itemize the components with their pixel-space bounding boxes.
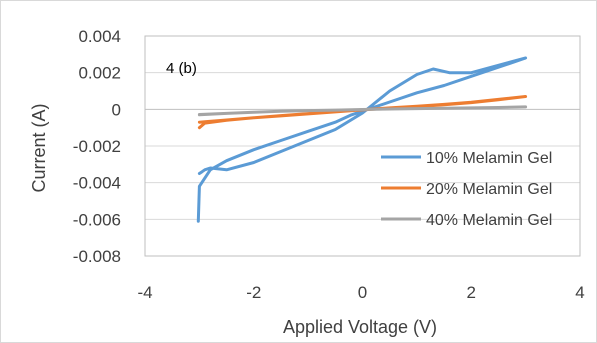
y-axis-title: Current (A) [29, 103, 49, 192]
legend-label: 20% Melamin Gel [426, 181, 552, 198]
x-tick-label: 4 [575, 283, 584, 302]
y-tick-label: 0.004 [78, 27, 121, 46]
x-tick-label: 2 [467, 283, 476, 302]
series-line-1 [196, 56, 528, 223]
series-line-2 [197, 95, 528, 130]
y-tick-label: -0.006 [73, 210, 121, 229]
legend-label: 10% Melamin Gel [426, 150, 552, 167]
y-tick-label: -0.004 [73, 174, 121, 193]
y-tick-label: 0.002 [78, 64, 121, 83]
panel-annotation: 4 (b) [166, 60, 197, 77]
y-tick-label: -0.002 [73, 137, 121, 156]
x-tick-label: -4 [137, 283, 152, 302]
legend: 10% Melamin Gel 20% Melamin Gel 40% Melami… [381, 150, 552, 229]
legend-label: 40% Melamin Gel [426, 212, 552, 229]
x-tick-label: -2 [246, 283, 261, 302]
x-axis-title: Applied Voltage (V) [283, 317, 437, 337]
x-tick-label: 0 [358, 283, 367, 302]
y-tick-label: -0.008 [73, 247, 121, 266]
series-line-3 [197, 105, 528, 117]
x-axis-ticks: -4 -2 0 2 4 [137, 283, 584, 302]
y-tick-label: 0 [112, 100, 121, 119]
plot-area-border [144, 35, 581, 257]
series-layer [196, 56, 528, 223]
y-axis-ticks: 0.004 0.002 0 -0.002 -0.004 -0.006 -0.008 [73, 27, 121, 266]
